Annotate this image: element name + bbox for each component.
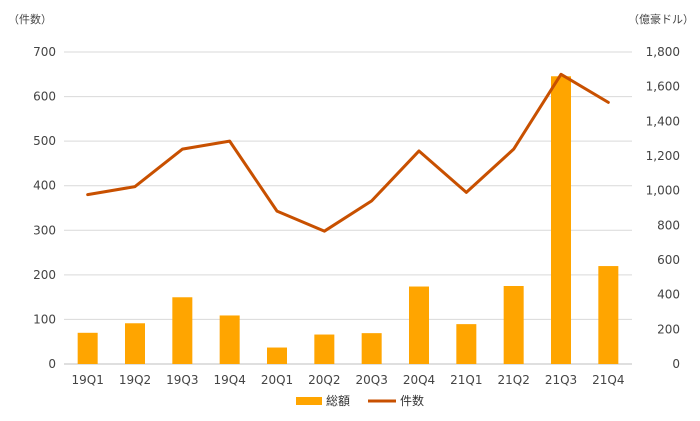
- right-axis-tick-label: 1,600: [646, 80, 680, 94]
- bar: [77, 332, 98, 364]
- x-axis-tick-label: 19Q3: [166, 373, 198, 387]
- right-axis-tick-label: 1,400: [646, 114, 680, 128]
- bar: [551, 76, 571, 365]
- axes: 0 100 200 300 400 500 600 700 0 200 400 600 800 1,000…: [33, 45, 680, 387]
- left-axis-tick-label: 300: [33, 223, 56, 237]
- x-axis-tick-label: 20Q2: [308, 373, 340, 387]
- x-axis-tick-label: 19Q4: [213, 373, 245, 387]
- gridlines: [64, 51, 632, 365]
- left-axis-tick-label: 200: [33, 268, 56, 282]
- legend-swatch-bar: [296, 397, 322, 405]
- line-series: [86, 72, 610, 233]
- left-axis-tick-label: 100: [33, 312, 56, 326]
- x-axis-tick-label: 21Q4: [592, 373, 624, 387]
- right-axis-tick-label: 600: [657, 253, 680, 267]
- bar-series: [77, 76, 619, 365]
- right-axis-tick-label: 200: [657, 322, 680, 336]
- bar: [598, 266, 619, 364]
- x-axis-tick-label: 21Q2: [497, 373, 529, 387]
- legend-label: 件数: [400, 393, 424, 408]
- x-axis-tick-label: 20Q4: [403, 373, 435, 387]
- right-axis-tick-label: 400: [657, 288, 680, 302]
- bar: [361, 333, 382, 364]
- bar: [409, 286, 429, 364]
- legend-label: 総額: [326, 394, 350, 408]
- right-axis-tick-label: 1,800: [646, 45, 680, 59]
- left-axis-tick-label: 600: [33, 90, 56, 104]
- bar: [219, 315, 240, 364]
- x-axis-tick-label: 21Q3: [545, 373, 577, 387]
- x-axis-tick-label: 20Q3: [355, 373, 387, 387]
- legend: 総額 件数: [296, 393, 424, 408]
- right-axis-tick-label: 800: [657, 218, 680, 232]
- bar: [456, 324, 477, 364]
- x-axis-tick-label: 21Q1: [450, 373, 482, 387]
- right-axis-tick-label: 1,000: [646, 184, 680, 198]
- bar: [172, 297, 193, 364]
- left-axis-unit-label: （件数）: [8, 13, 52, 26]
- x-axis-tick-label: 19Q2: [119, 373, 151, 387]
- bar: [503, 286, 524, 364]
- right-axis-tick-label: 1,200: [646, 149, 680, 163]
- x-axis-tick-label: 19Q1: [71, 373, 103, 387]
- right-axis-unit-label: （億豪ドル）: [628, 12, 694, 26]
- left-axis-tick-label: 0: [48, 357, 56, 371]
- bar: [125, 323, 145, 364]
- right-axis-tick-label: 0: [672, 357, 680, 371]
- left-axis-tick-label: 500: [33, 134, 56, 148]
- bar: [314, 334, 335, 364]
- left-axis-tick-label: 700: [33, 45, 56, 59]
- series-line: [86, 72, 610, 233]
- x-axis-tick-label: 20Q1: [261, 373, 293, 387]
- bar: [267, 347, 287, 364]
- left-axis-tick-label: 400: [33, 179, 56, 193]
